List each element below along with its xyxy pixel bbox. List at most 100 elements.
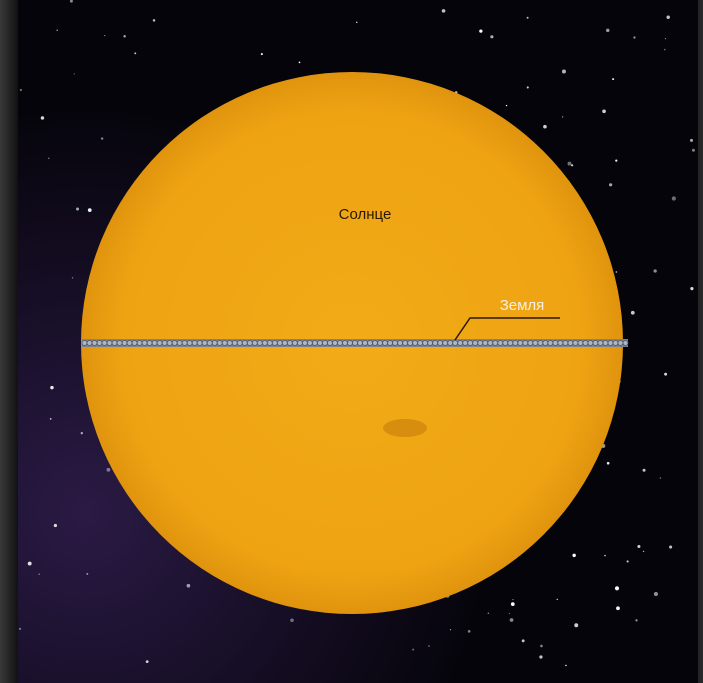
sun-label: Солнце [339,206,392,223]
star [568,162,572,166]
star [643,469,646,472]
earth [322,340,327,345]
star [106,468,110,472]
earth [267,340,272,345]
earth [87,340,92,345]
star [28,562,32,566]
earth [543,340,548,345]
earth [548,340,553,345]
earth [498,340,503,345]
earth [272,340,277,345]
earth [493,340,498,345]
earth [388,340,393,345]
earth [433,340,438,345]
earth [428,340,433,345]
star [635,619,637,621]
earth [247,340,252,345]
star [540,645,543,648]
star [666,16,669,19]
star [612,78,614,80]
star [692,149,695,152]
star [86,573,88,575]
earth [262,340,267,345]
earth [297,340,302,345]
earth [588,340,593,345]
earth [468,340,473,345]
earth [302,340,307,345]
star [690,139,693,142]
earth-row [82,339,628,347]
star [616,271,618,273]
earth [368,340,373,345]
star [637,545,640,548]
star [76,208,79,211]
earth [533,340,538,345]
star [522,639,525,642]
earth [222,340,227,345]
star [490,35,493,38]
star [539,655,542,658]
star [50,418,52,420]
earth [483,340,488,345]
earth [413,340,418,345]
star [450,629,451,630]
earth [237,340,242,345]
earth [167,340,172,345]
earth [117,340,122,345]
earth [613,340,618,345]
earth [358,340,363,345]
earth [137,340,142,345]
earth [257,340,262,345]
earth [82,340,87,345]
earth [152,340,157,345]
earth [393,340,398,345]
earth [342,340,347,345]
star [57,30,58,31]
earth [307,340,312,345]
earth [97,340,102,345]
earth [347,340,352,345]
earth [373,340,378,345]
earth [172,340,177,345]
star [527,86,529,88]
earth [292,340,297,345]
star [690,287,693,290]
star [669,545,672,548]
earth [142,340,147,345]
illustration: Солнце Земля [0,0,703,683]
earth [488,340,493,345]
earth [378,340,383,345]
earth [603,340,608,345]
star [627,560,629,562]
earth [553,340,558,345]
earth [383,340,388,345]
earth [102,340,107,345]
star [654,269,657,272]
earth [463,340,468,345]
star [543,125,547,129]
star [562,116,563,117]
star [38,573,39,574]
star [562,70,566,74]
sunspot [383,419,427,437]
star [631,311,635,315]
earth-label: Земля [500,297,545,314]
star [81,432,83,434]
star [41,116,44,119]
earth [408,340,413,345]
earth [187,340,192,345]
earth [528,340,533,345]
star [572,554,575,557]
earth [162,340,167,345]
star [664,373,667,376]
star [299,62,301,64]
star [123,35,126,38]
star [101,137,103,139]
earth [192,340,197,345]
star [616,606,620,610]
page: Солнце Земля (() => { const data = JSON.… [0,0,703,683]
star [290,619,294,623]
earth [508,340,513,345]
earth [332,340,337,345]
earth [503,340,508,345]
